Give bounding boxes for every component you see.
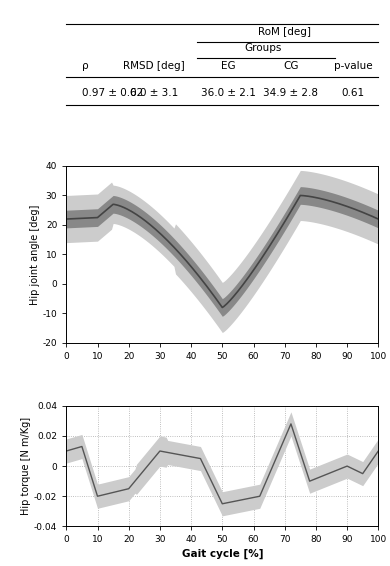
Text: 0.61: 0.61 <box>342 88 365 98</box>
Text: Groups: Groups <box>244 44 282 53</box>
Text: 6.0 ± 3.1: 6.0 ± 3.1 <box>129 88 178 98</box>
Text: CG: CG <box>283 61 299 71</box>
Text: 34.9 ± 2.8: 34.9 ± 2.8 <box>263 88 319 98</box>
Text: RoM [deg]: RoM [deg] <box>258 27 311 37</box>
Text: 0.97 ± 0.02: 0.97 ± 0.02 <box>82 88 143 98</box>
Y-axis label: Hip joint angle [deg]: Hip joint angle [deg] <box>30 204 40 305</box>
Text: p-value: p-value <box>334 61 373 71</box>
Text: RMSD [deg]: RMSD [deg] <box>123 61 184 71</box>
Text: EG: EG <box>221 61 236 71</box>
Text: 36.0 ± 2.1: 36.0 ± 2.1 <box>201 88 256 98</box>
Y-axis label: Hip torque [N m/Kg]: Hip torque [N m/Kg] <box>21 417 31 515</box>
Text: ρ: ρ <box>82 61 89 71</box>
X-axis label: Gait cycle [%]: Gait cycle [%] <box>182 548 263 559</box>
